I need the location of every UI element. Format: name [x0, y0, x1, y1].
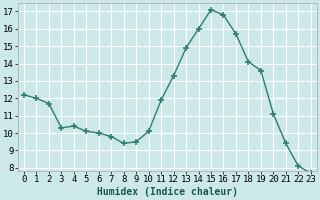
- X-axis label: Humidex (Indice chaleur): Humidex (Indice chaleur): [97, 187, 238, 197]
